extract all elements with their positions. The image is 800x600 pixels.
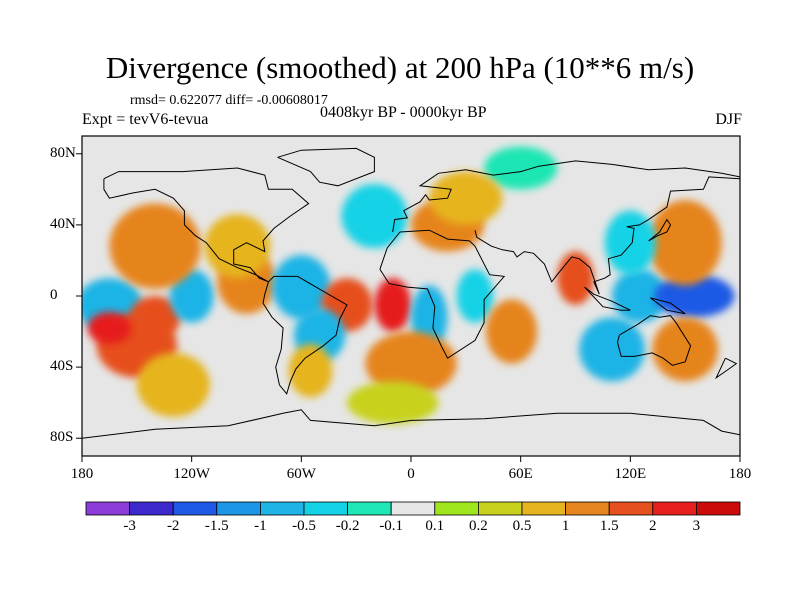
colorbar-swatch xyxy=(521,501,566,516)
colorbar xyxy=(85,501,741,516)
coastline-8 xyxy=(584,286,631,311)
y-tick-label: 80N xyxy=(50,144,76,161)
x-tick-label: 180 xyxy=(70,466,94,482)
colorbar-swatch xyxy=(477,501,523,516)
period-label: 0408kyr BP - 0000kyr BP xyxy=(320,104,487,121)
colorbar-swatch xyxy=(172,501,218,516)
field-anomaly-7 xyxy=(204,214,271,279)
stats-line: rmsd= 0.622077 diff= -0.00608017 xyxy=(130,93,328,108)
x-tick-label: 60W xyxy=(286,466,316,482)
field-anomaly-22 xyxy=(365,331,457,396)
coastline-10 xyxy=(714,357,738,380)
x-tick-label: 120E xyxy=(614,466,647,482)
colorbar-swatch xyxy=(390,501,436,516)
field-anomaly-10 xyxy=(374,278,411,332)
colorbar-swatch xyxy=(259,501,305,516)
coastline-6 xyxy=(82,409,740,439)
coastline-11 xyxy=(648,218,672,242)
x-tick-label: 0 xyxy=(407,466,415,482)
y-tick-label: 0 xyxy=(50,287,58,303)
colorbar-swatch xyxy=(303,501,348,516)
coastline-1 xyxy=(262,275,348,395)
field-anomaly-27 xyxy=(484,146,558,190)
colorbar-label: -0.5 xyxy=(292,518,316,534)
y-tick-label: 80S xyxy=(50,429,74,446)
field-anomaly-15 xyxy=(557,251,594,305)
colorbar-swatch xyxy=(652,501,697,516)
coastline-2 xyxy=(379,229,506,359)
field-anomaly-4 xyxy=(169,269,214,323)
x-tick-label: 180 xyxy=(728,466,752,482)
colorbar-swatch xyxy=(85,501,130,516)
colorbar-label: 0.1 xyxy=(425,518,445,534)
coastline-0 xyxy=(103,167,310,283)
coastline-9 xyxy=(650,297,686,315)
colorbar-label: -1 xyxy=(254,518,267,534)
colorbar-swatch xyxy=(129,501,174,516)
field-anomaly-3 xyxy=(87,312,132,344)
experiment-label: Expt = tevV6-tevua xyxy=(82,111,209,128)
field-anomaly-26 xyxy=(347,381,439,424)
axis-ticks xyxy=(76,153,741,462)
colorbar-swatch xyxy=(696,501,741,516)
field-anomaly-24 xyxy=(652,317,719,382)
colorbar-label: -2 xyxy=(166,518,180,534)
colorbar-swatch xyxy=(347,501,392,516)
field-anomaly-20 xyxy=(341,184,408,248)
x-tick-label: 120W xyxy=(173,466,210,482)
field-anomaly-29 xyxy=(288,344,333,398)
season-label: DJF xyxy=(715,111,742,128)
divergence-field xyxy=(82,146,735,424)
coastlines xyxy=(82,147,740,439)
field-anomaly-19 xyxy=(604,210,656,275)
coastline-5 xyxy=(616,315,692,366)
colorbar-label: 2 xyxy=(649,518,657,534)
field-anomaly-17 xyxy=(654,274,735,318)
field-anomaly-6 xyxy=(109,203,201,289)
colorbar-swatch xyxy=(565,501,610,516)
coastline-3 xyxy=(392,160,740,233)
colorbar-label: -0.2 xyxy=(335,518,360,534)
colorbar-label: 1 xyxy=(561,518,570,534)
colorbar-label: 3 xyxy=(692,518,701,534)
field-anomaly-28 xyxy=(429,171,503,225)
colorbar-label: -0.1 xyxy=(379,518,404,534)
field-anomaly-23 xyxy=(579,317,645,382)
coastline-7 xyxy=(277,147,375,187)
colorbar-label: 1.5 xyxy=(599,518,619,534)
coastline-4 xyxy=(474,176,740,295)
plot-title: Divergence (smoothed) at 200 hPa (10**6 … xyxy=(105,50,695,85)
field-anomaly-14 xyxy=(485,299,538,364)
field-anomaly-25 xyxy=(136,352,210,417)
colorbar-swatch xyxy=(608,501,654,516)
field-anomaly-18 xyxy=(648,200,722,286)
colorbar-label: 0.5 xyxy=(512,518,532,534)
y-tick-label: 40S xyxy=(50,358,74,375)
x-tick-label: 60E xyxy=(508,466,533,482)
colorbar-swatch xyxy=(434,501,479,516)
field-anomaly-8 xyxy=(272,255,331,320)
colorbar-label: -1.5 xyxy=(204,518,229,534)
colorbar-label: -3 xyxy=(123,518,136,534)
field-anomaly-16 xyxy=(612,269,667,323)
colorbar-swatch xyxy=(216,501,261,516)
y-tick-label: 40N xyxy=(50,215,76,232)
colorbar-label: 0.2 xyxy=(469,518,488,534)
